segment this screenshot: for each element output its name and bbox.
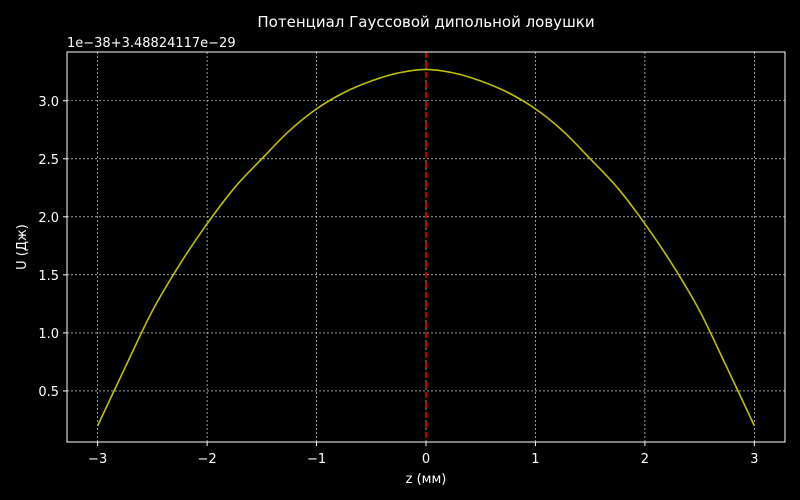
x-tick-label: −2 bbox=[198, 452, 217, 467]
series-line bbox=[96, 68, 756, 427]
x-tick-label: −3 bbox=[88, 452, 107, 467]
y-axis-label: U (Дж) bbox=[15, 224, 30, 270]
series-layer bbox=[96, 68, 756, 427]
chart-title: Потенциал Гауссовой дипольной ловушки bbox=[257, 13, 594, 31]
y-axis-ticks: 0.5 1.0 1.5 2.0 2.5 3.0 bbox=[38, 95, 67, 400]
y-tick-label: 0.5 bbox=[38, 385, 59, 400]
y-offset-label: 1e−38+3.48824117e−29 bbox=[67, 36, 236, 51]
x-tick-label: 2 bbox=[641, 452, 649, 467]
x-tick-label: −1 bbox=[307, 452, 326, 467]
x-tick-label: 1 bbox=[531, 452, 539, 467]
y-tick-label: 2.0 bbox=[38, 211, 59, 226]
x-tick-label: 0 bbox=[422, 452, 430, 467]
y-tick-label: 1.5 bbox=[38, 269, 59, 284]
x-axis-label: z (мм) bbox=[406, 472, 447, 487]
y-tick-label: 2.5 bbox=[38, 153, 59, 168]
x-tick-label: 3 bbox=[750, 452, 758, 467]
y-tick-label: 3.0 bbox=[38, 95, 59, 110]
y-tick-label: 1.0 bbox=[38, 327, 59, 342]
x-axis-ticks: −3 −2 −1 0 1 2 3 bbox=[88, 442, 758, 467]
